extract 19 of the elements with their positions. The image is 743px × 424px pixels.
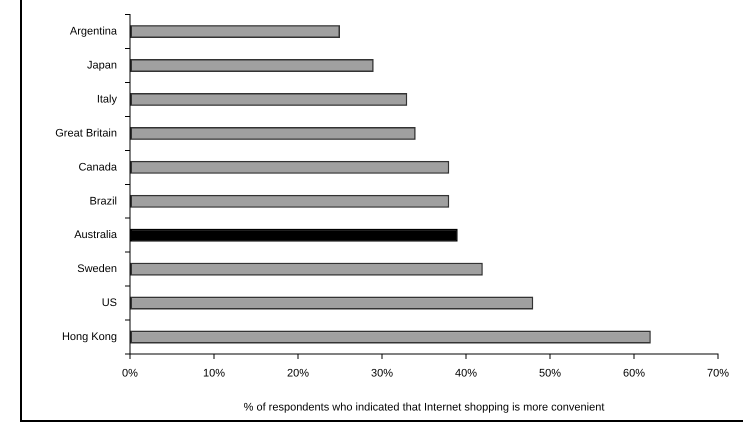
y-tick-label: Hong Kong (62, 331, 117, 344)
x-tick-label: 70% (706, 368, 730, 380)
y-tick-label: Argentina (70, 26, 118, 38)
y-tick-label: Canada (78, 161, 118, 174)
x-axis-title: % of respondents who indicated that Internet shopping is more convenient (244, 401, 604, 414)
x-tick-label: 30% (370, 368, 394, 380)
y-tick-label: US (102, 297, 117, 310)
x-tick-label: 0% (122, 368, 138, 380)
y-tick-label: Sweden (77, 263, 117, 276)
x-tick-label: 60% (622, 368, 646, 380)
x-tick-label: 10% (202, 368, 226, 380)
y-tick-label: Italy (96, 93, 118, 106)
x-tick-label: 20% (286, 368, 310, 380)
x-tick-label: 40% (454, 368, 478, 380)
x-tick-label: 50% (538, 368, 562, 380)
y-tick-label: Great Britain (55, 127, 117, 140)
y-tick-label: Brazil (89, 195, 117, 208)
y-tick-label: Japan (87, 60, 117, 72)
y-tick-label: Australia (74, 229, 118, 242)
